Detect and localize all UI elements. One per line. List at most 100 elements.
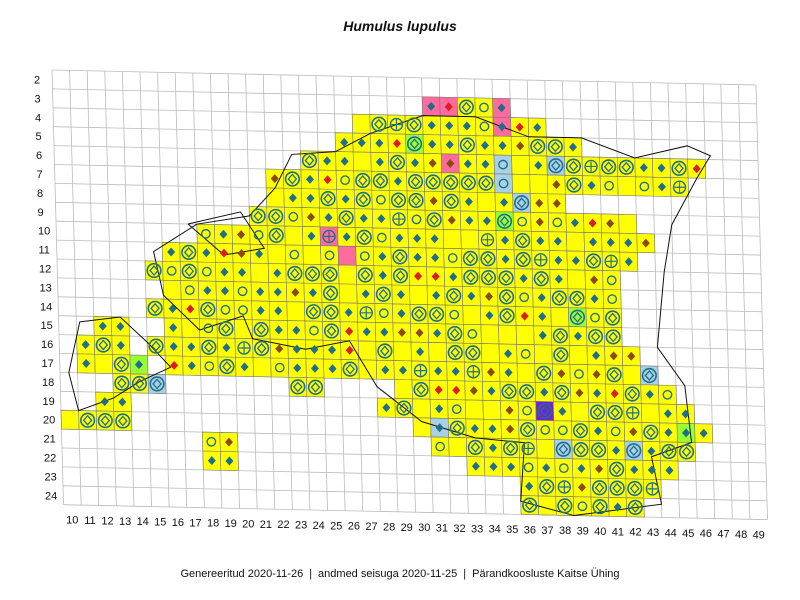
brown-diamond-marker bbox=[557, 369, 566, 379]
grid-cell bbox=[407, 209, 426, 230]
grid-cell bbox=[536, 438, 556, 459]
blue-diamond-marker bbox=[501, 235, 510, 245]
column-label: 49 bbox=[753, 529, 765, 541]
column-label: 40 bbox=[594, 526, 606, 538]
ring-marker bbox=[309, 325, 319, 336]
grid-cell bbox=[477, 192, 496, 212]
diamond-in-ring-marker bbox=[644, 370, 655, 381]
ring-marker bbox=[558, 463, 569, 474]
grid-cell bbox=[409, 285, 428, 305]
diamond-in-ring-marker bbox=[550, 160, 561, 172]
red-diamond-marker bbox=[431, 271, 440, 281]
grid-cell bbox=[537, 495, 557, 516]
column-label: 12 bbox=[101, 515, 113, 527]
grid-cell bbox=[585, 307, 605, 328]
blue-diamond-marker bbox=[357, 138, 366, 148]
blue-diamond-marker bbox=[681, 409, 690, 419]
column-label: 45 bbox=[682, 528, 694, 540]
blue-diamond-marker bbox=[202, 248, 211, 258]
diamond-in-ring-marker bbox=[428, 176, 439, 188]
diamond-in-ring-marker bbox=[399, 402, 409, 414]
diamond-in-ring-marker bbox=[445, 176, 456, 188]
grid-cell bbox=[412, 417, 432, 438]
blue-diamond-marker bbox=[570, 218, 579, 228]
brown-diamond-marker bbox=[641, 238, 650, 248]
diamond-in-ring-marker bbox=[568, 160, 579, 172]
ring-marker bbox=[574, 369, 584, 379]
occupied-cells bbox=[60, 96, 714, 518]
diamond-in-ring-marker bbox=[289, 268, 300, 279]
diamond-in-ring-marker bbox=[113, 356, 129, 372]
ring-marker bbox=[590, 312, 600, 323]
diamond-in-ring-marker bbox=[645, 426, 656, 438]
blue-diamond-marker bbox=[82, 359, 91, 369]
ring-marker bbox=[184, 285, 195, 296]
blue-diamond-marker bbox=[220, 286, 229, 296]
blue-diamond-marker bbox=[431, 253, 440, 263]
diamond-in-ring-marker bbox=[627, 480, 643, 497]
diamond-in-ring-marker bbox=[565, 158, 582, 174]
blue-diamond-marker bbox=[613, 502, 622, 512]
ring-marker bbox=[606, 275, 617, 286]
brown-diamond-marker bbox=[552, 199, 561, 209]
grid-cell bbox=[335, 170, 355, 191]
diamond-in-ring-marker bbox=[395, 251, 405, 263]
diamond-in-ring-marker bbox=[406, 117, 422, 133]
column-label: 33 bbox=[471, 523, 483, 535]
diamond-in-ring-marker bbox=[307, 268, 318, 280]
brown-diamond-marker bbox=[306, 212, 315, 222]
diamond-in-ring-marker bbox=[429, 214, 440, 226]
brown-diamond-marker bbox=[291, 287, 300, 297]
blue-diamond-marker bbox=[485, 310, 494, 320]
blue-diamond-marker bbox=[630, 465, 639, 475]
grid-cell bbox=[358, 359, 378, 380]
diamond-in-ring-marker bbox=[502, 310, 512, 322]
blue-diamond-marker bbox=[305, 174, 314, 184]
diamond-in-ring-marker bbox=[431, 308, 442, 320]
diamond-in-ring-marker bbox=[256, 342, 267, 354]
row-label: 5 bbox=[36, 131, 42, 143]
grid-cell bbox=[355, 246, 375, 267]
column-label: 31 bbox=[436, 523, 448, 535]
diamond-in-ring-marker bbox=[287, 265, 303, 282]
blue-diamond-marker bbox=[310, 363, 319, 373]
diamond-in-ring-marker bbox=[183, 246, 194, 258]
diamond-in-ring-marker bbox=[499, 308, 515, 324]
diamond-in-ring-marker bbox=[572, 292, 582, 304]
column-label: 10 bbox=[66, 515, 78, 527]
plus-in-ring-marker bbox=[521, 441, 535, 456]
blue-diamond-marker bbox=[342, 232, 351, 242]
plus-in-ring-marker bbox=[413, 363, 428, 378]
diamond-in-ring-marker bbox=[501, 272, 511, 284]
grid-cell bbox=[547, 212, 567, 233]
brown-diamond-marker bbox=[590, 275, 599, 285]
blue-diamond-marker bbox=[398, 365, 407, 375]
row-label: 3 bbox=[35, 93, 41, 105]
grid-cell bbox=[412, 398, 431, 419]
diamond-in-ring-marker bbox=[496, 213, 513, 229]
brown-diamond-marker bbox=[428, 158, 437, 168]
grid-cell bbox=[617, 176, 637, 197]
diamond-in-ring-marker bbox=[536, 365, 552, 381]
diamond-in-ring-marker bbox=[392, 249, 408, 265]
grid-line bbox=[139, 71, 152, 507]
grid-cell bbox=[270, 357, 290, 378]
row-label: 22 bbox=[44, 452, 56, 464]
grid-cell bbox=[533, 344, 553, 365]
diamond-in-ring-marker bbox=[449, 328, 460, 340]
diamond-in-ring-marker bbox=[558, 443, 569, 455]
ring-marker bbox=[479, 121, 490, 132]
blue-diamond-marker bbox=[240, 362, 249, 372]
grid-cell bbox=[602, 270, 622, 291]
blue-diamond-marker bbox=[470, 423, 479, 433]
blue-diamond-marker bbox=[657, 182, 666, 192]
grid-cell bbox=[393, 341, 412, 362]
blue-diamond-marker bbox=[220, 267, 229, 277]
footer-data-state: andmed seisuga 2020-11-25 bbox=[318, 568, 458, 580]
diamond-in-ring-marker bbox=[446, 288, 462, 304]
blue-diamond-marker bbox=[464, 197, 473, 207]
grid-cell bbox=[599, 175, 619, 196]
plus-in-ring-marker bbox=[237, 341, 251, 355]
diamond-in-ring-marker bbox=[446, 195, 457, 207]
grid-cell bbox=[352, 151, 372, 172]
